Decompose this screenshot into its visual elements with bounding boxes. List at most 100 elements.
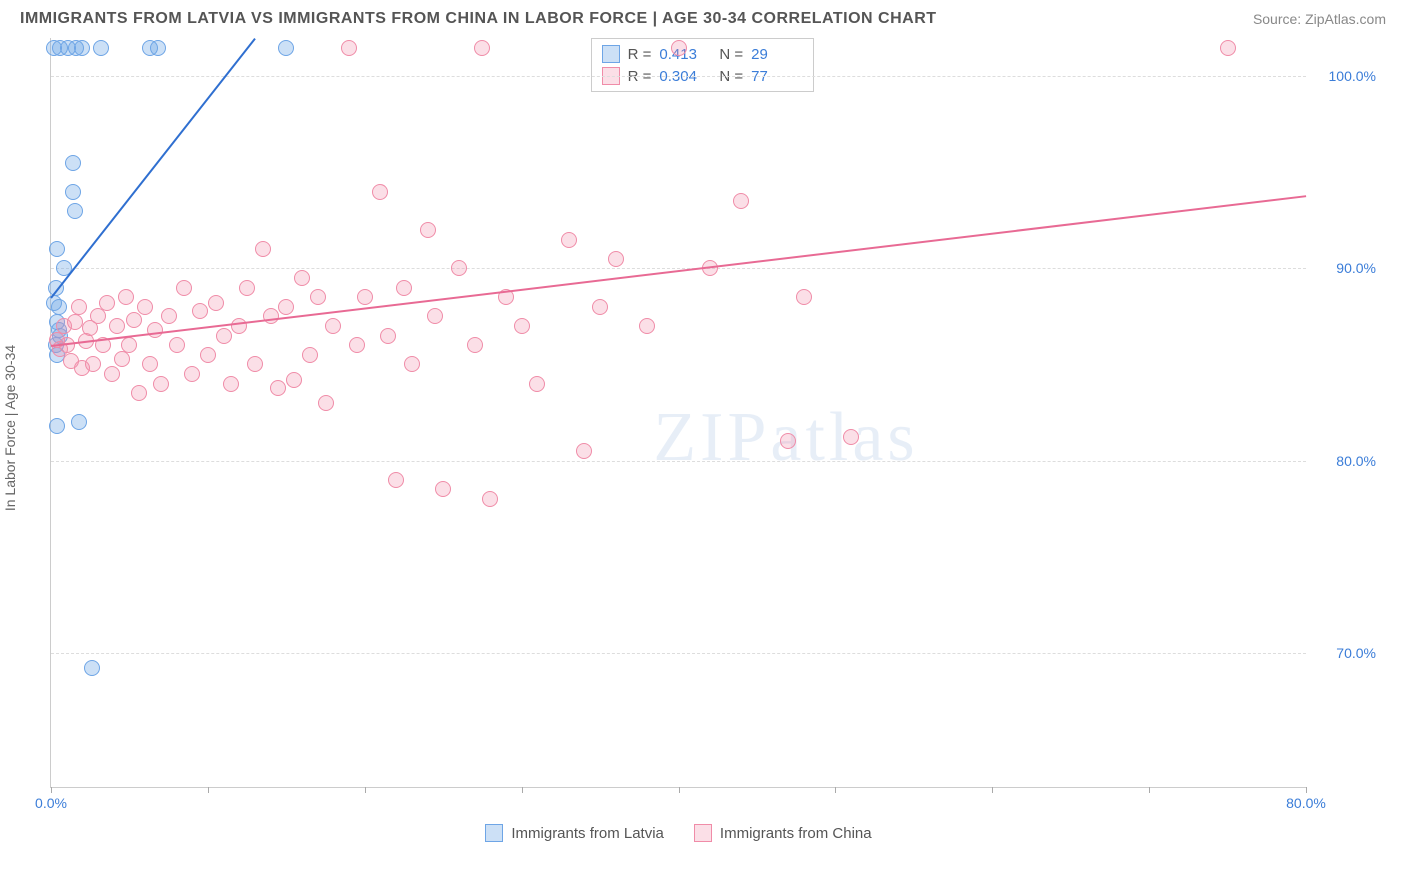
data-point bbox=[427, 308, 443, 324]
data-point bbox=[270, 380, 286, 396]
data-point bbox=[99, 295, 115, 311]
data-point bbox=[67, 314, 83, 330]
data-point bbox=[126, 312, 142, 328]
x-tick-mark bbox=[1306, 787, 1307, 793]
x-tick-label: 0.0% bbox=[35, 795, 67, 811]
series-legend-label: Immigrants from Latvia bbox=[511, 825, 664, 842]
y-axis-label: In Labor Force | Age 30-34 bbox=[2, 345, 18, 511]
gridline-horizontal bbox=[51, 76, 1306, 77]
data-point bbox=[467, 337, 483, 353]
data-point bbox=[176, 280, 192, 296]
data-point bbox=[192, 303, 208, 319]
data-point bbox=[161, 308, 177, 324]
data-point bbox=[1220, 40, 1236, 56]
data-point bbox=[780, 433, 796, 449]
data-point bbox=[325, 318, 341, 334]
data-point bbox=[118, 289, 134, 305]
data-point bbox=[639, 318, 655, 334]
data-point bbox=[109, 318, 125, 334]
data-point bbox=[733, 193, 749, 209]
x-tick-mark bbox=[51, 787, 52, 793]
data-point bbox=[93, 40, 109, 56]
data-point bbox=[65, 155, 81, 171]
data-point bbox=[74, 40, 90, 56]
legend-n-label: N = bbox=[719, 46, 743, 63]
x-tick-mark bbox=[365, 787, 366, 793]
data-point bbox=[223, 376, 239, 392]
gridline-horizontal bbox=[51, 461, 1306, 462]
data-point bbox=[90, 308, 106, 324]
data-point bbox=[380, 328, 396, 344]
data-point bbox=[247, 356, 263, 372]
x-tick-mark bbox=[208, 787, 209, 793]
chart-title: IMMIGRANTS FROM LATVIA VS IMMIGRANTS FRO… bbox=[20, 10, 937, 28]
trend-line bbox=[50, 38, 256, 299]
data-point bbox=[474, 40, 490, 56]
chart-container: In Labor Force | Age 30-34 ZIPatlas R =0… bbox=[20, 38, 1386, 818]
data-point bbox=[420, 222, 436, 238]
data-point bbox=[514, 318, 530, 334]
data-point bbox=[372, 184, 388, 200]
data-point bbox=[147, 322, 163, 338]
series-legend-label: Immigrants from China bbox=[720, 825, 872, 842]
data-point bbox=[153, 376, 169, 392]
data-point bbox=[142, 356, 158, 372]
data-point bbox=[576, 443, 592, 459]
data-point bbox=[278, 299, 294, 315]
data-point bbox=[388, 472, 404, 488]
plot-area: ZIPatlas R =0.413N =29R =0.304N =77 Immi… bbox=[50, 38, 1306, 788]
y-tick-label: 70.0% bbox=[1316, 645, 1376, 661]
data-point bbox=[150, 40, 166, 56]
data-point bbox=[208, 295, 224, 311]
correlation-legend: R =0.413N =29R =0.304N =77 bbox=[591, 38, 815, 92]
legend-swatch bbox=[602, 45, 620, 63]
data-point bbox=[349, 337, 365, 353]
data-point bbox=[435, 481, 451, 497]
data-point bbox=[341, 40, 357, 56]
data-point bbox=[318, 395, 334, 411]
trend-line bbox=[51, 195, 1306, 347]
legend-swatch bbox=[485, 824, 503, 842]
legend-n-value: 29 bbox=[751, 46, 803, 63]
x-tick-mark bbox=[1149, 787, 1150, 793]
data-point bbox=[137, 299, 153, 315]
series-legend-item: Immigrants from China bbox=[694, 824, 872, 842]
legend-r-label: R = bbox=[628, 46, 652, 63]
y-tick-label: 90.0% bbox=[1316, 260, 1376, 276]
data-point bbox=[239, 280, 255, 296]
data-point bbox=[49, 241, 65, 257]
x-tick-mark bbox=[522, 787, 523, 793]
data-point bbox=[65, 184, 81, 200]
x-tick-mark bbox=[835, 787, 836, 793]
data-point bbox=[529, 376, 545, 392]
data-point bbox=[302, 347, 318, 363]
x-tick-mark bbox=[679, 787, 680, 793]
data-point bbox=[561, 232, 577, 248]
data-point bbox=[608, 251, 624, 267]
data-point bbox=[71, 299, 87, 315]
data-point bbox=[216, 328, 232, 344]
data-point bbox=[121, 337, 137, 353]
x-tick-mark bbox=[992, 787, 993, 793]
x-tick-label: 80.0% bbox=[1286, 795, 1326, 811]
data-point bbox=[396, 280, 412, 296]
data-point bbox=[169, 337, 185, 353]
data-point bbox=[104, 366, 120, 382]
data-point bbox=[67, 203, 83, 219]
data-point bbox=[286, 372, 302, 388]
data-point bbox=[796, 289, 812, 305]
data-point bbox=[278, 40, 294, 56]
data-point bbox=[49, 418, 65, 434]
legend-row: R =0.413N =29 bbox=[602, 43, 804, 65]
data-point bbox=[294, 270, 310, 286]
data-point bbox=[482, 491, 498, 507]
chart-source: Source: ZipAtlas.com bbox=[1253, 11, 1386, 27]
series-legend: Immigrants from Latvia Immigrants from Ch… bbox=[51, 824, 1306, 842]
data-point bbox=[131, 385, 147, 401]
data-point bbox=[404, 356, 420, 372]
data-point bbox=[357, 289, 373, 305]
data-point bbox=[200, 347, 216, 363]
chart-header: IMMIGRANTS FROM LATVIA VS IMMIGRANTS FRO… bbox=[0, 0, 1406, 33]
data-point bbox=[71, 414, 87, 430]
y-tick-label: 100.0% bbox=[1316, 68, 1376, 84]
